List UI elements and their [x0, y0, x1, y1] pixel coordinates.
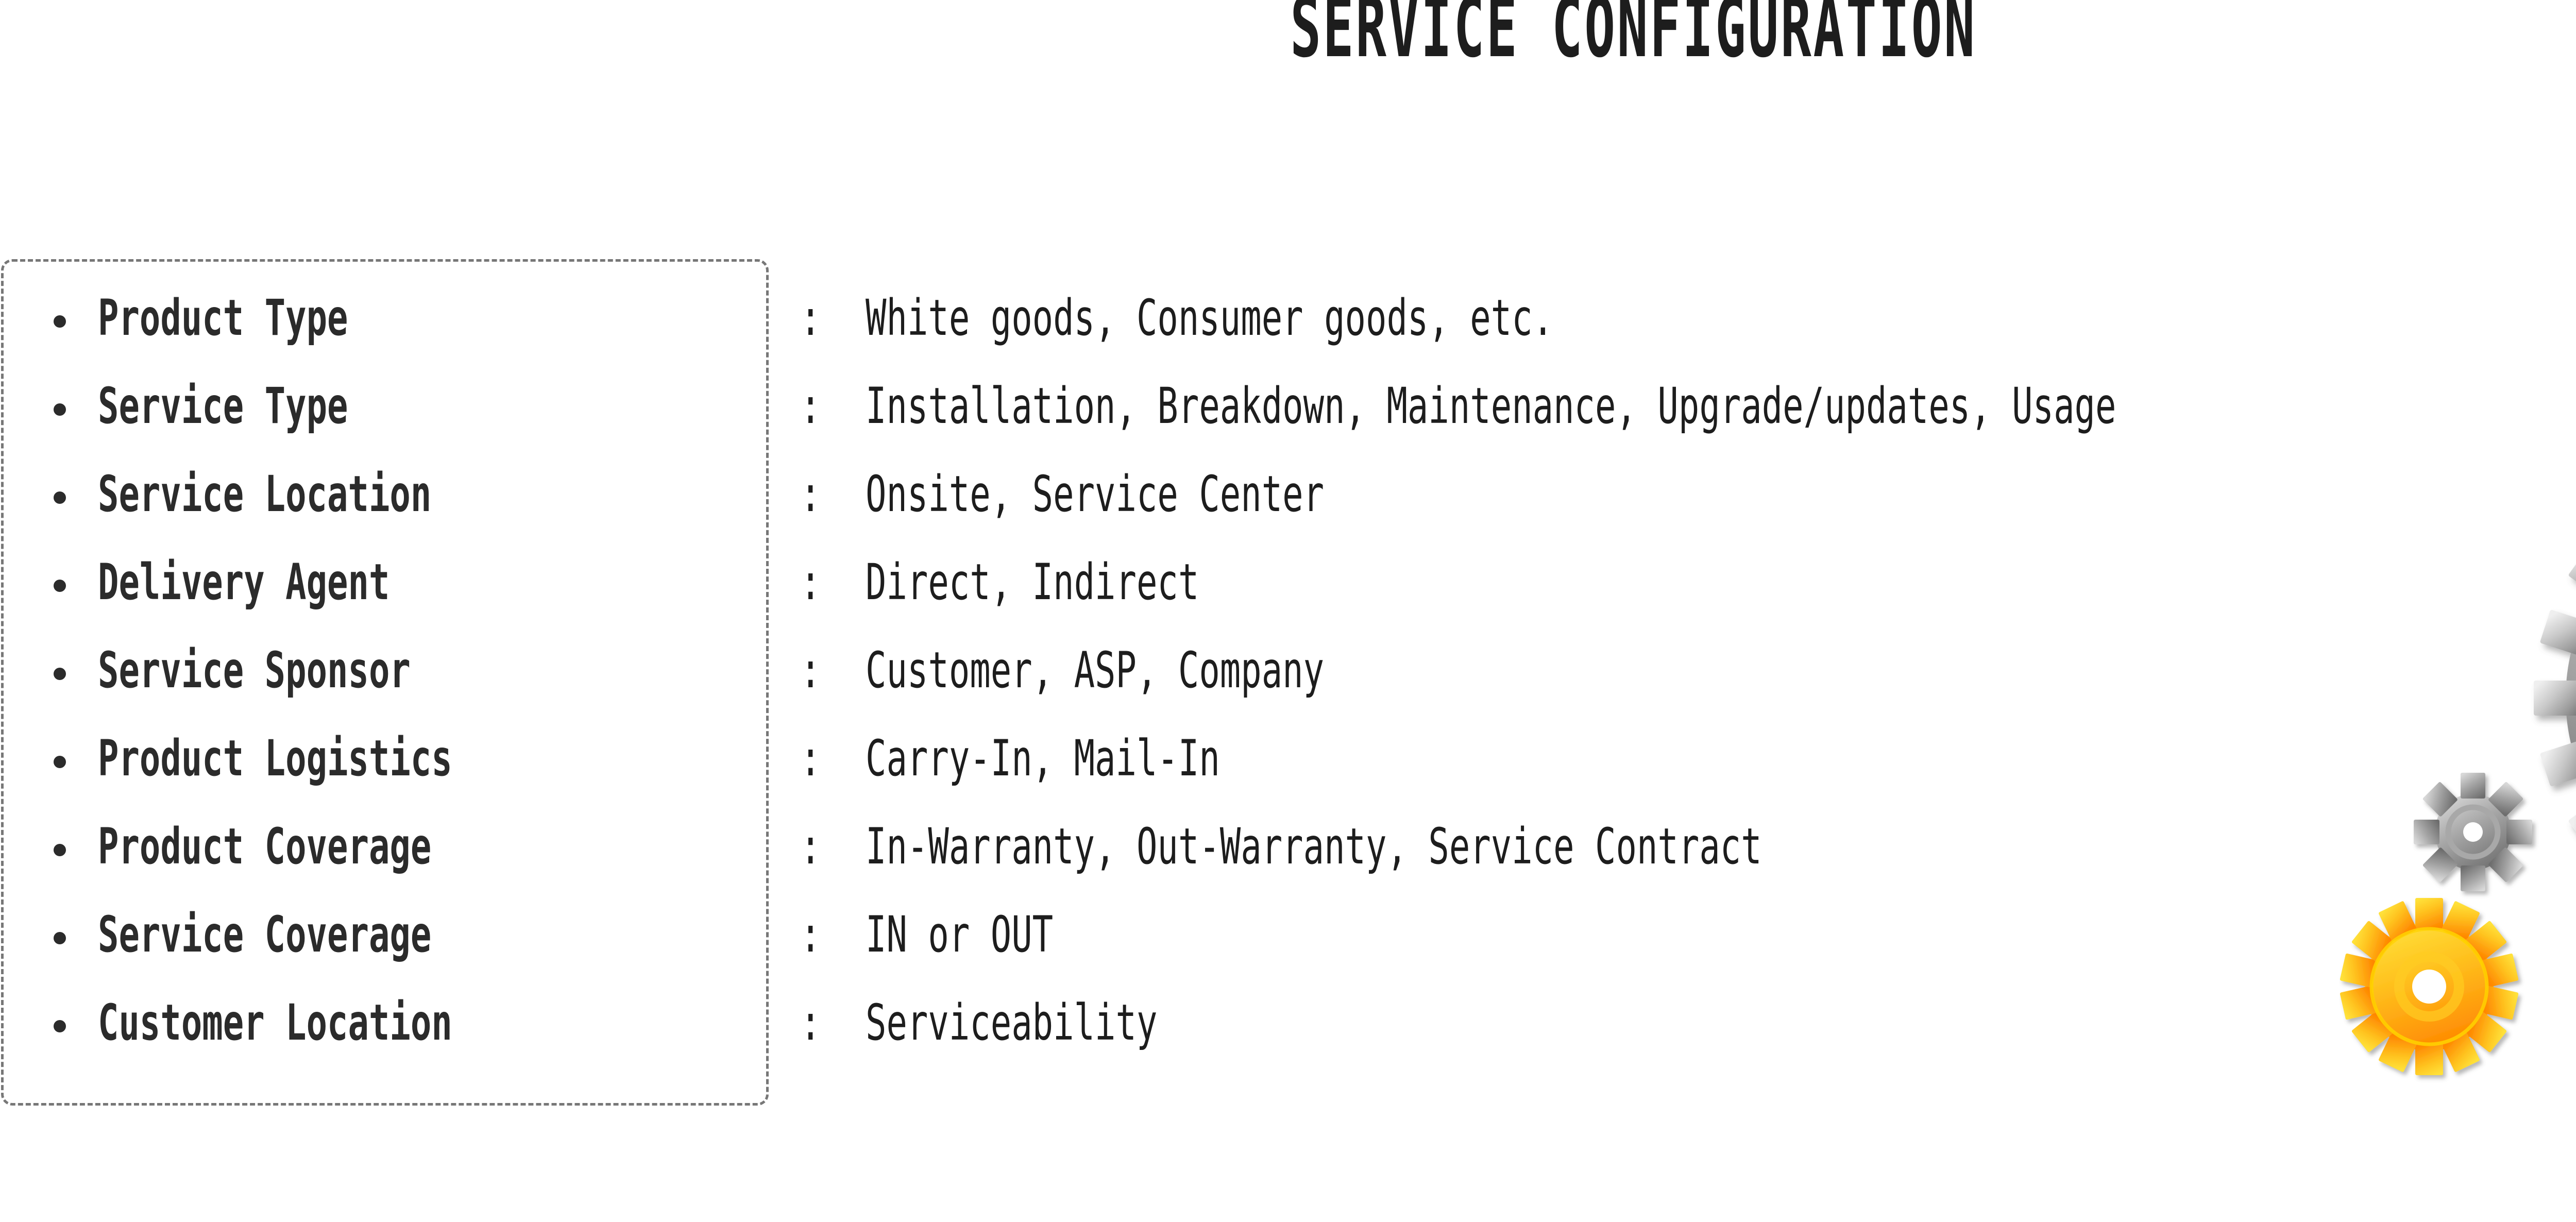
- spec-row-service-coverage[interactable]: Service Coverage : IN or OUT: [0, 903, 2576, 991]
- spec-separator: :: [800, 906, 821, 963]
- bullet-icon: [54, 580, 66, 592]
- specification-list: Product Type : White goods, Consumer goo…: [0, 286, 2576, 1079]
- gears-illustration: [2339, 330, 2576, 1133]
- spec-value: IN or OUT: [866, 906, 1054, 963]
- bullet-icon: [54, 491, 66, 504]
- bullet-icon: [54, 1020, 66, 1032]
- spec-label: Service Coverage: [98, 906, 432, 963]
- spec-row-service-location[interactable]: Service Location : Onsite, Service Cente…: [0, 462, 2576, 550]
- spec-label: Customer Location: [98, 994, 452, 1051]
- spec-value: Installation, Breakdown, Maintenance, Up…: [866, 377, 2116, 435]
- spec-row-product-coverage[interactable]: Product Coverage : In-Warranty, Out-Warr…: [0, 814, 2576, 903]
- spec-value: White goods, Consumer goods, etc.: [866, 289, 1554, 347]
- page-title: SERVICE CONFIGURATION: [1290, 0, 1977, 76]
- spec-row-product-type[interactable]: Product Type : White goods, Consumer goo…: [0, 286, 2576, 374]
- spec-separator: :: [800, 641, 821, 699]
- specification-box: [1, 259, 769, 1106]
- bullet-icon: [54, 668, 66, 680]
- spec-label: Product Logistics: [98, 729, 452, 787]
- gear-orange-small-icon: [2340, 898, 2519, 1075]
- spec-label: Product Type: [98, 289, 348, 347]
- spec-row-delivery-agent[interactable]: Delivery Agent : Direct, Indirect: [0, 550, 2576, 638]
- spec-value: Customer, ASP, Company: [866, 641, 1325, 699]
- spec-separator: :: [800, 465, 821, 523]
- gear-large-grey-icon: [2534, 548, 2576, 848]
- bullet-icon: [54, 756, 66, 768]
- bullet-icon: [54, 932, 66, 944]
- spec-value: Serviceability: [866, 994, 1158, 1051]
- gears-svg: [2340, 548, 2576, 1075]
- spec-label: Service Sponsor: [98, 641, 411, 699]
- bullet-icon: [54, 844, 66, 856]
- gear-grey-small-left-icon: [2414, 773, 2532, 891]
- bullet-icon: [54, 403, 66, 416]
- spec-value: Direct, Indirect: [866, 553, 1199, 611]
- spec-separator: :: [800, 377, 821, 435]
- spec-value: In-Warranty, Out-Warranty, Service Contr…: [866, 818, 1762, 875]
- spec-row-product-logistics[interactable]: Product Logistics : Carry-In, Mail-In: [0, 726, 2576, 814]
- spec-separator: :: [800, 553, 821, 611]
- spec-label: Service Location: [98, 465, 432, 523]
- spec-separator: :: [800, 818, 821, 875]
- spec-value: Onsite, Service Center: [866, 465, 1325, 523]
- spec-label: Product Coverage: [98, 818, 432, 875]
- spec-separator: :: [800, 289, 821, 347]
- bullet-icon: [54, 315, 66, 328]
- spec-row-service-type[interactable]: Service Type : Installation, Breakdown, …: [0, 374, 2576, 462]
- spec-separator: :: [800, 994, 821, 1051]
- spec-row-customer-location[interactable]: Customer Location : Serviceability: [0, 991, 2576, 1079]
- spec-row-service-sponsor[interactable]: Service Sponsor : Customer, ASP, Company: [0, 638, 2576, 726]
- spec-value: Carry-In, Mail-In: [866, 729, 1220, 787]
- spec-label: Delivery Agent: [98, 553, 390, 611]
- spec-separator: :: [800, 729, 821, 787]
- spec-label: Service Type: [98, 377, 348, 435]
